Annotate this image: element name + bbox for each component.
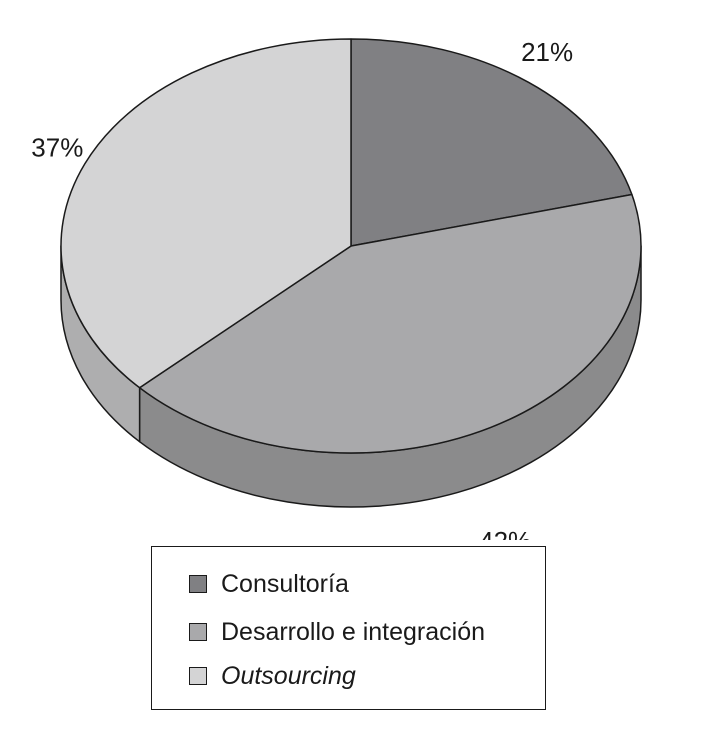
pie-slice-outsourcing bbox=[60, 38, 352, 389]
legend-label-consultoria: Consultoría bbox=[221, 569, 349, 598]
legend-label-outsourcing: Outsourcing bbox=[221, 661, 356, 690]
pie-labels: 21% 42% 37% bbox=[31, 37, 573, 540]
legend-swatch-consultoria bbox=[189, 575, 207, 593]
legend-item-desarrollo: Desarrollo e integración bbox=[189, 617, 485, 647]
pie-slices bbox=[60, 38, 642, 454]
data-label-outsourcing: 37% bbox=[31, 132, 83, 162]
data-label-desarrollo-e-integracion: 42% bbox=[479, 526, 531, 540]
data-label-consultoria: 21% bbox=[521, 37, 573, 67]
legend-swatch-desarrollo bbox=[189, 623, 207, 641]
chart-legend: Consultoría Desarrollo e integración Out… bbox=[151, 546, 546, 710]
legend-item-outsourcing: Outsourcing bbox=[189, 661, 356, 691]
pie-chart: 21% 42% 37% bbox=[31, 37, 642, 540]
legend-label-desarrollo: Desarrollo e integración bbox=[221, 617, 486, 646]
legend-item-consultoria: Consultoría bbox=[189, 569, 349, 599]
pie-slice-consultoria bbox=[350, 38, 633, 247]
pie-slice-desarrollo-e-integracion bbox=[138, 193, 642, 454]
legend-swatch-outsourcing bbox=[189, 667, 207, 685]
